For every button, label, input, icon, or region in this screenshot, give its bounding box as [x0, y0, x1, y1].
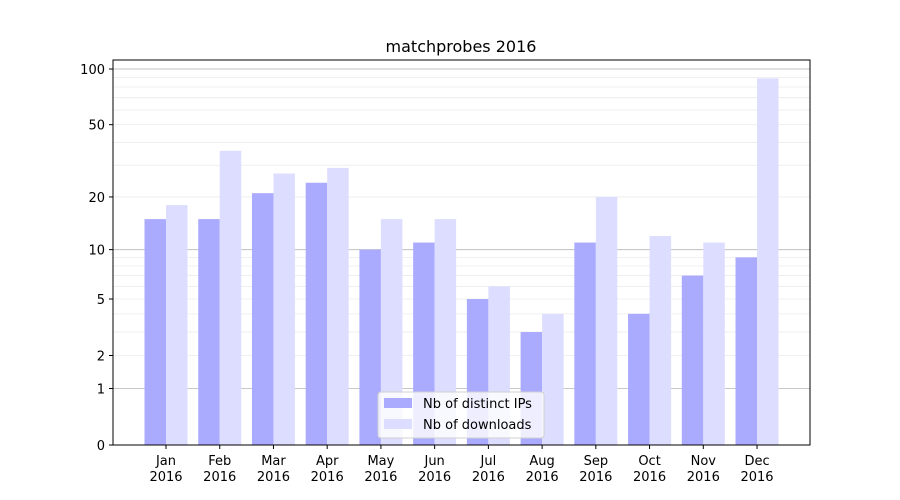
y-tick-label: 1 — [97, 383, 105, 398]
x-tick-label: Oct 2016 — [633, 454, 666, 485]
bar-downloads — [434, 219, 457, 445]
bar-distinct-ips — [251, 193, 274, 445]
bar-downloads — [327, 167, 349, 445]
bar-downloads — [649, 236, 672, 445]
bar-distinct-ips — [628, 313, 650, 445]
x-tick-label: Sep 2016 — [579, 454, 612, 485]
bar-distinct-ips — [305, 182, 328, 445]
legend-box — [377, 391, 545, 439]
y-tick-label: 2 — [97, 349, 105, 364]
bar-downloads — [703, 242, 725, 445]
bar-downloads — [595, 196, 618, 445]
bar-downloads — [166, 205, 188, 445]
legend-label: Nb of downloads — [423, 418, 532, 433]
bar-downloads — [380, 219, 403, 445]
bar-downloads — [757, 78, 779, 446]
chart-title: matchprobes 2016 — [386, 37, 537, 56]
x-tick-label: Apr 2016 — [311, 454, 344, 485]
x-tick-label: Jan 2016 — [149, 454, 182, 485]
x-tick-label: Feb 2016 — [203, 454, 236, 485]
y-tick-label: 20 — [88, 191, 105, 206]
y-tick-label: 50 — [88, 119, 105, 134]
bar-distinct-ips — [359, 249, 381, 445]
bar-downloads — [273, 173, 295, 445]
x-tick-label: Jun 2016 — [418, 454, 451, 485]
x-tick-label: Jul 2016 — [472, 454, 505, 485]
plot-frame — [112, 59, 811, 446]
legend: Nb of distinct IPs Nb of downloads — [377, 391, 545, 439]
legend-swatch — [384, 398, 412, 408]
bar-distinct-ips — [198, 219, 220, 445]
x-tick-label: Nov 2016 — [687, 454, 720, 485]
x-tick-label: Aug 2016 — [526, 454, 559, 485]
y-tick-label: 0 — [97, 439, 105, 454]
bar-distinct-ips — [144, 219, 166, 445]
bar-downloads — [542, 313, 564, 445]
x-tick-label: Dec 2016 — [740, 454, 773, 485]
bar-distinct-ips — [574, 242, 596, 445]
bar-distinct-ips — [681, 275, 704, 445]
x-tick-label: Mar 2016 — [257, 454, 290, 485]
y-tick-label: 5 — [97, 293, 105, 308]
bar-downloads — [219, 150, 242, 445]
bar-distinct-ips — [735, 257, 758, 445]
y-tick-label: 100 — [80, 63, 105, 78]
legend-label: Nb of distinct IPs — [423, 397, 532, 412]
x-tick-label: May 2016 — [364, 454, 397, 485]
legend-swatch — [384, 419, 412, 429]
y-tick-label: 10 — [88, 244, 105, 259]
